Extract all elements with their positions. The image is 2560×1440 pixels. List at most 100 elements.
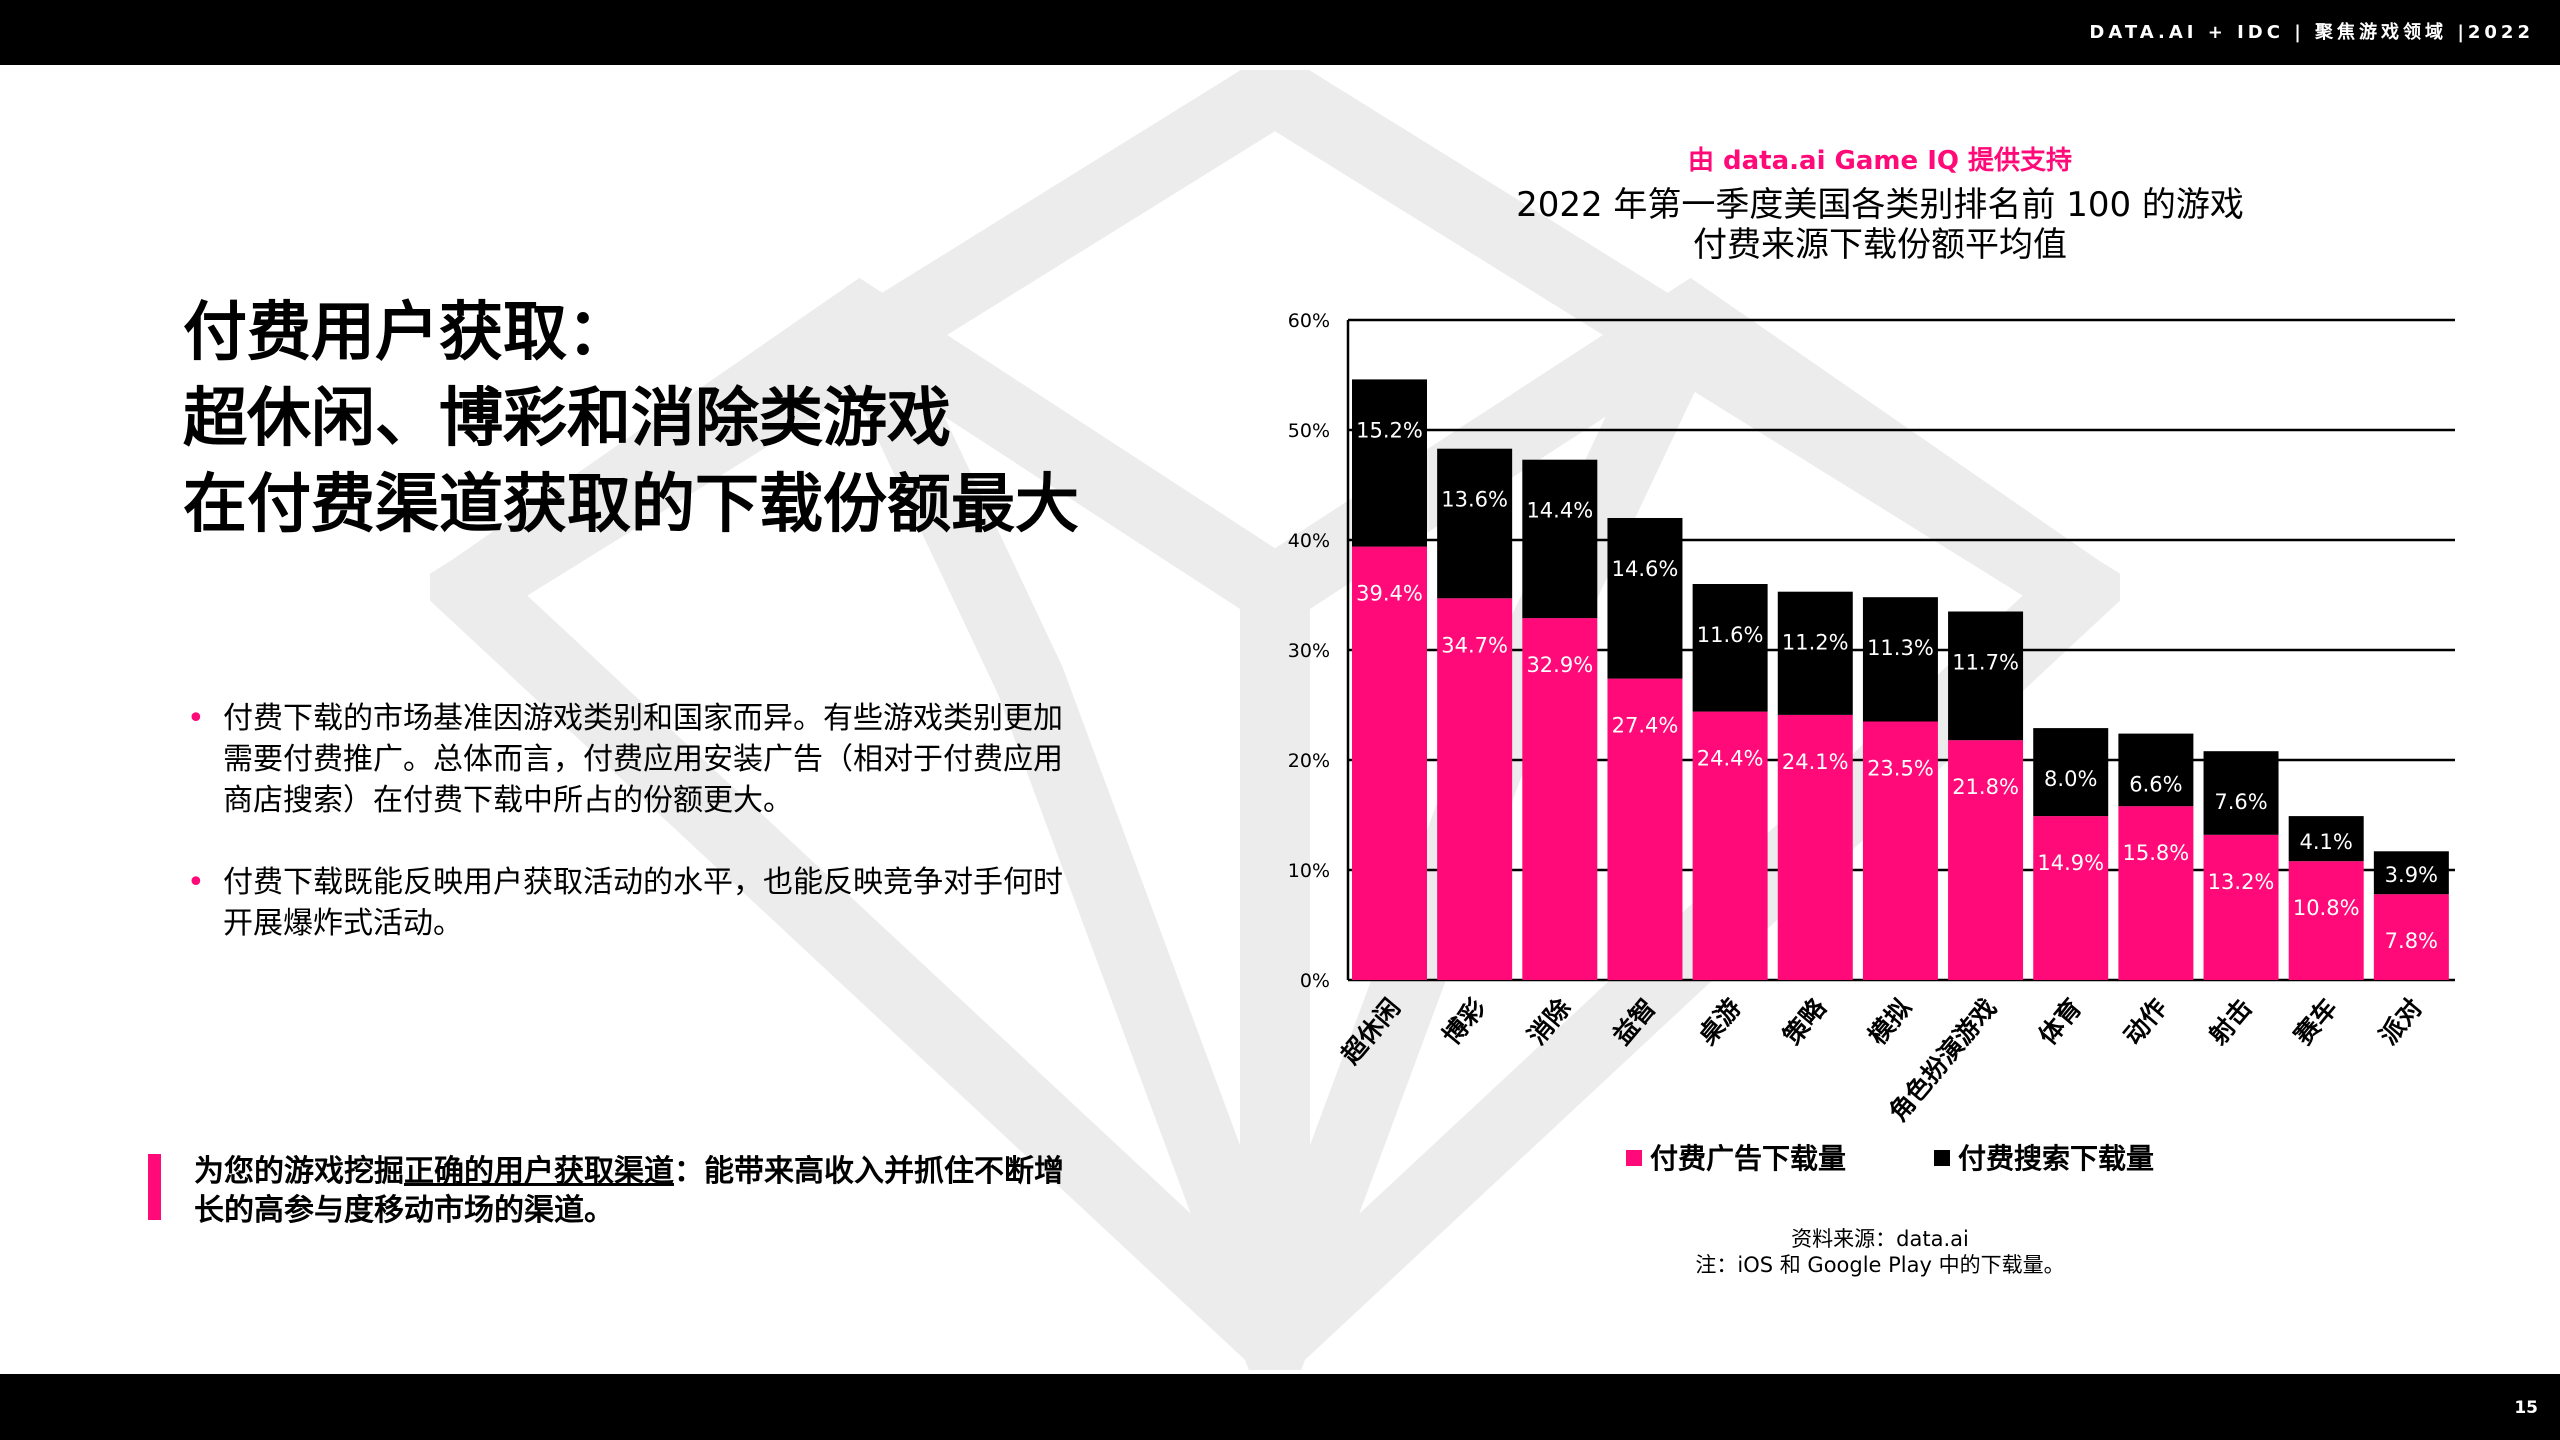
x-tick-label: 消除 xyxy=(1522,992,1577,1050)
bullet-item: • 付费下载的市场基准因游戏类别和国家而异。有些游戏类别更加需要付费推广。总体而… xyxy=(187,698,1067,821)
bullet-dot-icon: • xyxy=(187,865,205,900)
y-tick-label: 60% xyxy=(1288,310,1330,332)
x-tick-label: 超休闲 xyxy=(1336,993,1406,1069)
bar-paid-ads xyxy=(1777,714,1853,980)
data-label-paid-ads: 14.9% xyxy=(2037,851,2104,875)
data-label-paid-search: 13.6% xyxy=(1441,488,1508,512)
bar-paid-search xyxy=(1437,448,1513,599)
x-tick-label: 射击 xyxy=(2203,993,2258,1051)
data-label-paid-search: 4.1% xyxy=(2300,830,2353,854)
data-label-paid-ads: 21.8% xyxy=(1952,775,2019,799)
data-label-paid-search: 14.6% xyxy=(1612,557,1679,581)
bar-paid-ads xyxy=(2118,806,2194,980)
callout-suffix: ：能带来高收入并抓住不断增长的高参与度移动市场的渠道。 xyxy=(194,1154,1064,1228)
bar-paid-ads xyxy=(2033,816,2109,980)
bar-paid-ads xyxy=(1607,678,1683,980)
data-label-paid-ads: 24.4% xyxy=(1697,747,1764,771)
data-label-paid-ads: 32.9% xyxy=(1526,653,1593,677)
data-label-paid-search: 6.6% xyxy=(2129,773,2182,797)
bar-paid-search xyxy=(1692,584,1768,712)
data-label-paid-ads: 23.5% xyxy=(1867,757,1934,781)
chart-title: 2022 年第一季度美国各类别排名前 100 的游戏 付费来源下载份额平均值 xyxy=(1420,185,2340,265)
bottom-bar: 15 xyxy=(0,1374,2560,1440)
data-label-paid-ads: 10.8% xyxy=(2293,896,2360,920)
data-label-paid-ads: 7.8% xyxy=(2385,929,2438,953)
bar-paid-search xyxy=(1607,518,1683,679)
brand-header: DATA.AI + IDC | 聚焦游戏领域 |2022 xyxy=(2089,22,2534,43)
data-label-paid-search: 14.4% xyxy=(1526,499,1593,523)
stacked-bar-chart: 0% 10% 20% 30% 40% 50% 60% 39.4% 15.2% 超休闲 34.7% 13… xyxy=(1288,310,2455,1127)
bar-paid-ads xyxy=(2373,894,2449,980)
bar-paid-ads xyxy=(1692,711,1768,980)
headline-line-1: 付费用户获取： xyxy=(183,296,631,370)
bullet-dot-icon: • xyxy=(187,701,205,736)
bar-paid-ads xyxy=(2288,861,2364,980)
bar-paid-search xyxy=(2373,851,2449,895)
x-tick-label: 派对 xyxy=(2374,993,2428,1050)
y-tick-label: 40% xyxy=(1288,530,1330,552)
data-label-paid-search: 11.7% xyxy=(1952,651,2019,675)
bar-paid-search xyxy=(1522,459,1598,619)
bar-paid-ads xyxy=(1862,721,1938,980)
data-label-paid-ads: 13.2% xyxy=(2208,870,2275,894)
bar-paid-search xyxy=(1948,611,2024,741)
callout-emphasis: 正确的用户获取渠道 xyxy=(404,1154,674,1189)
headline-line-3: 在付费渠道获取的下载份额最大 xyxy=(183,468,1079,542)
headline: 付费用户获取： 超休闲、博彩和消除类游戏 在付费渠道获取的下载份额最大 xyxy=(183,290,1079,548)
bar-paid-search xyxy=(1352,379,1427,547)
legend-label-paid-search: 付费搜索下载量 xyxy=(1958,1142,2155,1175)
bullet-text: 付费下载的市场基准因游戏类别和国家而异。有些游戏类别更加需要付费推广。总体而言，… xyxy=(223,701,1063,818)
data-label-paid-ads: 34.7% xyxy=(1441,633,1508,657)
data-label-paid-ads: 39.4% xyxy=(1356,582,1423,606)
data-label-paid-search: 7.6% xyxy=(2214,790,2267,814)
note-line: 注：iOS 和 Google Play 中的下载量。 xyxy=(1695,1253,2065,1277)
data-label-paid-search: 3.9% xyxy=(2385,863,2438,887)
y-tick-label: 10% xyxy=(1288,860,1330,882)
bar-paid-ads xyxy=(1522,618,1598,980)
x-tick-label: 动作 xyxy=(2118,993,2172,1050)
y-tick-label: 50% xyxy=(1288,420,1330,442)
top-bar: DATA.AI + IDC | 聚焦游戏领域 |2022 xyxy=(0,0,2560,65)
bar-paid-search xyxy=(1862,597,1938,722)
legend-item-paid-ads: 付费广告下载量 xyxy=(1626,1137,1846,1177)
data-label-paid-search: 11.3% xyxy=(1867,636,1934,660)
chart-subtitle: 由 data.ai Game IQ 提供支持 xyxy=(1687,146,2073,176)
data-label-paid-ads: 27.4% xyxy=(1612,714,1679,738)
x-tick-label: 赛车 xyxy=(2288,993,2343,1051)
bullet-list: • 付费下载的市场基准因游戏类别和国家而异。有些游戏类别更加需要付费推广。总体而… xyxy=(187,698,1067,985)
bar-paid-ads xyxy=(2203,834,2279,980)
x-tick-label: 桌游 xyxy=(1692,993,1746,1050)
x-tick-label: 益智 xyxy=(1607,993,1661,1050)
bar-paid-search xyxy=(2203,751,2279,835)
callout-text: 为您的游戏挖掘正确的用户获取渠道：能带来高收入并抓住不断增长的高参与度移动市场的… xyxy=(194,1152,1074,1230)
legend-item-paid-search: 付费搜索下载量 xyxy=(1934,1137,2154,1177)
bar-paid-ads xyxy=(1352,546,1427,980)
chart-title-line-1: 2022 年第一季度美国各类别排名前 100 的游戏 xyxy=(1516,185,2244,225)
data-label-paid-ads: 15.8% xyxy=(2123,841,2190,865)
headline-line-2: 超休闲、博彩和消除类游戏 xyxy=(183,382,951,456)
y-tick-label: 20% xyxy=(1288,750,1330,772)
source-note: 资料来源：data.ai 注：iOS 和 Google Play 中的下载量。 xyxy=(1580,1226,2180,1278)
bullet-text: 付费下载既能反映用户获取活动的水平，也能反映竞争对手何时开展爆炸式活动。 xyxy=(223,865,1063,941)
bar-paid-search xyxy=(2288,816,2364,862)
chart-title-line-2: 付费来源下载份额平均值 xyxy=(1693,225,2067,265)
y-tick-label: 0% xyxy=(1300,970,1330,992)
legend-label-paid-ads: 付费广告下载量 xyxy=(1650,1142,1847,1175)
bar-paid-search xyxy=(1777,591,1853,715)
data-label-paid-search: 8.0% xyxy=(2044,767,2097,791)
y-tick-label: 30% xyxy=(1288,640,1330,662)
bar-paid-ads xyxy=(1437,598,1513,980)
data-label-paid-search: 11.2% xyxy=(1782,631,1849,655)
data-label-paid-search: 15.2% xyxy=(1356,418,1423,442)
bar-paid-search xyxy=(2033,728,2109,817)
legend-swatch-paid-search xyxy=(1934,1150,1950,1166)
x-tick-label: 体育 xyxy=(2033,993,2087,1050)
bullet-item: • 付费下载既能反映用户获取活动的水平，也能反映竞争对手何时开展爆炸式活动。 xyxy=(187,862,1067,944)
data-label-paid-search: 11.6% xyxy=(1697,623,1764,647)
x-tick-label: 模拟 xyxy=(1863,993,1917,1050)
data-label-paid-ads: 24.1% xyxy=(1782,750,1849,774)
page-number: 15 xyxy=(2514,1398,2538,1418)
callout-prefix: 为您的游戏挖掘 xyxy=(194,1154,404,1189)
x-tick-label: 博彩 xyxy=(1437,993,1491,1050)
bar-paid-search xyxy=(2118,733,2194,807)
